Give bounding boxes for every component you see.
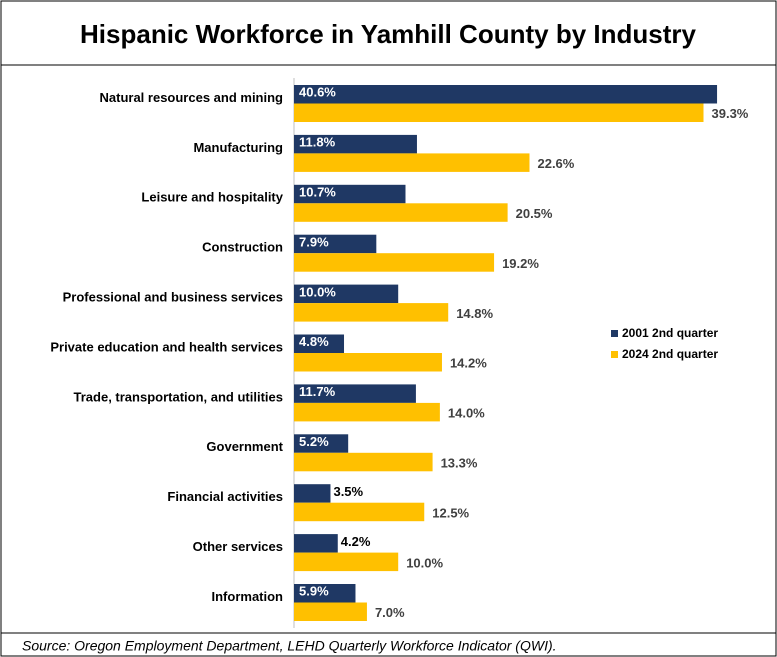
bar	[294, 253, 495, 272]
bar	[294, 502, 425, 522]
bar	[294, 334, 345, 353]
bar	[294, 134, 417, 154]
value-label: 10.7%	[299, 184, 336, 199]
value-label: 39.3%	[712, 106, 749, 121]
bar	[294, 452, 433, 472]
category-label: Construction	[202, 240, 283, 255]
value-label: 10.0%	[299, 284, 336, 299]
bar	[294, 85, 718, 104]
legend-swatch	[611, 351, 618, 358]
value-label: 7.9%	[299, 234, 329, 249]
bar	[294, 353, 442, 372]
bar	[294, 303, 449, 322]
value-label: 40.6%	[299, 85, 336, 100]
value-label: 11.7%	[299, 384, 336, 399]
category-label: Other services	[193, 539, 283, 554]
value-label: 4.2%	[341, 534, 371, 549]
legend-label: 2001 2nd quarter	[622, 326, 718, 340]
value-label: 14.2%	[450, 356, 487, 371]
bar	[294, 103, 704, 122]
value-label: 5.2%	[299, 434, 329, 449]
bar	[294, 184, 406, 204]
value-label: 7.0%	[375, 605, 405, 620]
value-label: 19.2%	[502, 256, 539, 271]
bar	[294, 284, 399, 304]
category-label: Financial activities	[167, 489, 283, 504]
source: Source: Oregon Employment Department, LE…	[22, 638, 557, 654]
category-label: Manufacturing	[193, 140, 283, 155]
value-label: 20.5%	[516, 206, 553, 221]
bar	[294, 484, 331, 503]
bar	[294, 584, 356, 603]
category-label: Government	[206, 439, 283, 454]
value-label: 4.8%	[299, 334, 329, 349]
value-label: 11.8%	[299, 135, 336, 150]
bar	[294, 552, 399, 572]
bar	[294, 602, 367, 621]
category-label: Private education and health services	[50, 339, 283, 354]
category-label: Leisure and hospitality	[141, 190, 283, 205]
value-label: 13.3%	[441, 455, 478, 470]
legend-label: 2024 2nd quarter	[622, 347, 718, 361]
value-label: 22.6%	[537, 156, 574, 171]
legend-swatch	[611, 330, 618, 337]
value-label: 10.0%	[406, 555, 443, 570]
value-label: 5.9%	[299, 584, 329, 599]
category-label: Trade, transportation, and utilities	[74, 389, 283, 404]
value-label: 14.0%	[448, 406, 485, 421]
bar	[294, 384, 416, 403]
category-label: Professional and business services	[63, 290, 283, 305]
bar	[294, 203, 508, 222]
bar	[294, 534, 338, 553]
value-label: 12.5%	[432, 505, 469, 520]
bar	[294, 434, 349, 453]
value-label: 3.5%	[333, 484, 363, 499]
bar	[294, 402, 440, 422]
value-label: 14.8%	[456, 306, 493, 321]
bar	[294, 153, 530, 172]
category-label: Natural resources and mining	[100, 90, 284, 105]
bar	[294, 234, 377, 254]
category-label: Information	[212, 589, 284, 604]
chart-title: Hispanic Workforce in Yamhill County by …	[80, 19, 696, 49]
